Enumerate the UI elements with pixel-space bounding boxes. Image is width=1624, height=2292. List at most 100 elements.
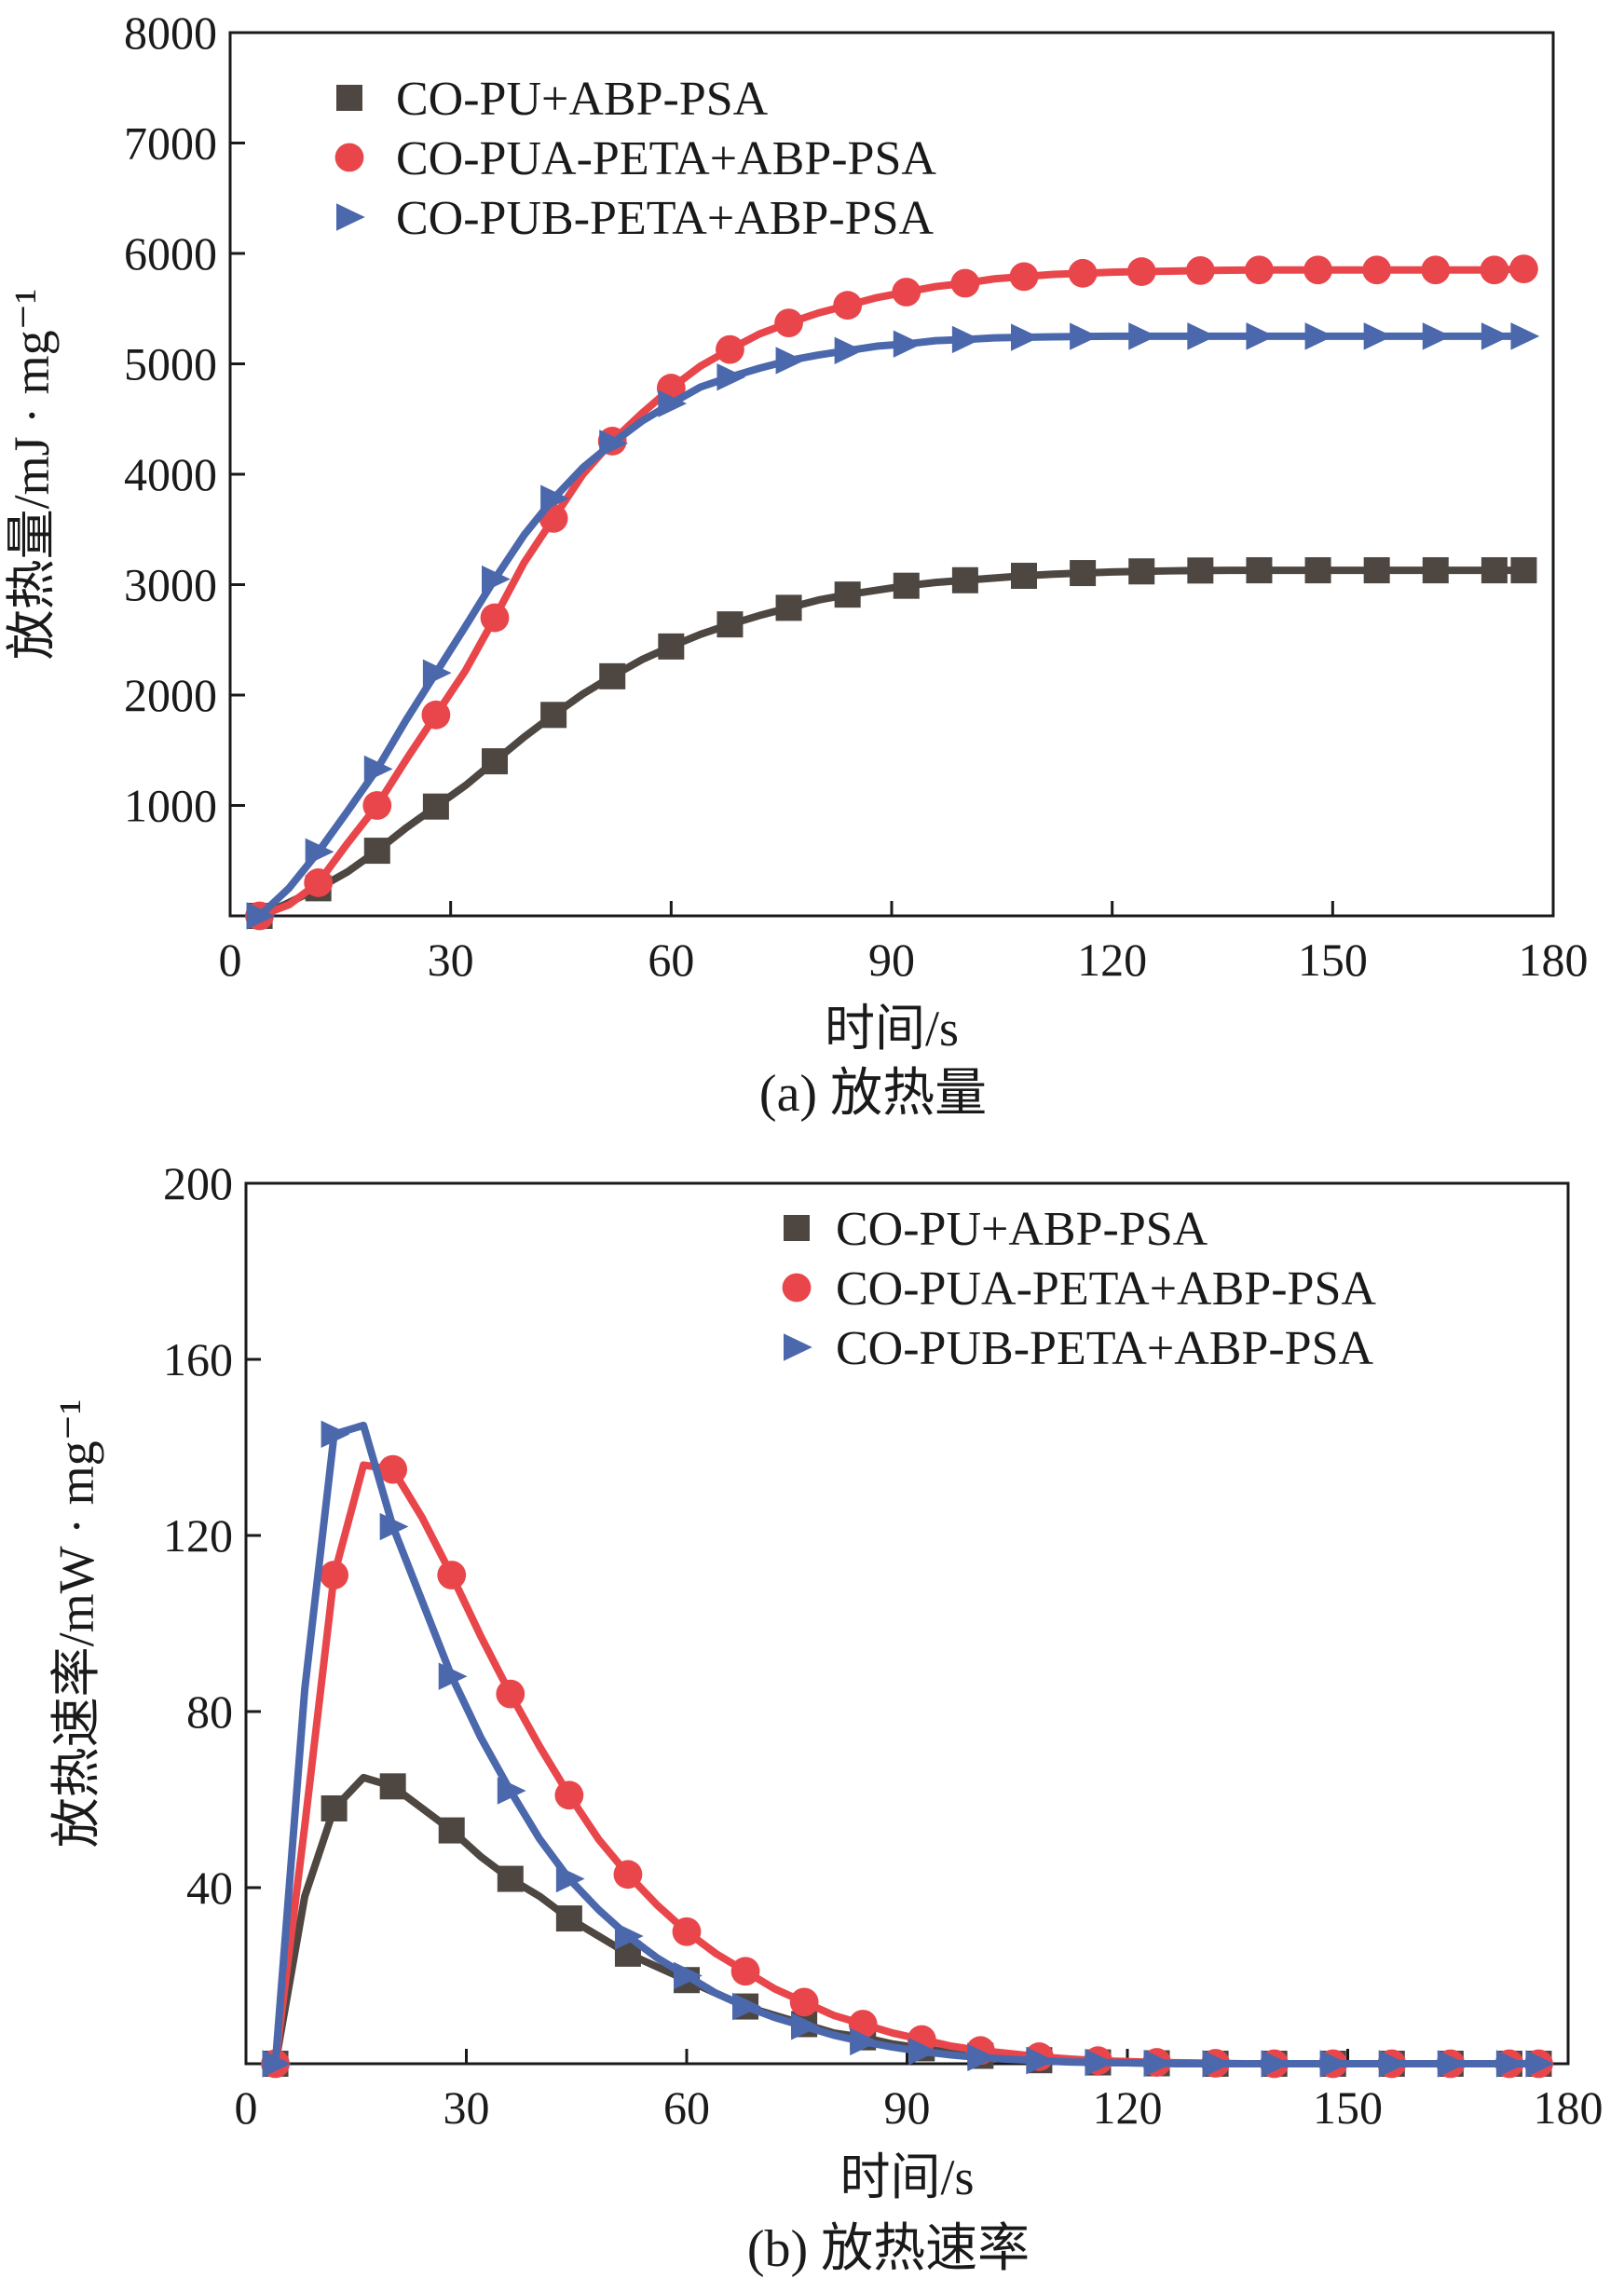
data-point [908,2038,938,2066]
legend-label: CO-PUB-PETA+ABP-PSA [396,192,935,245]
data-point [379,1773,406,1800]
data-point [1070,560,1097,587]
legend-label: CO-PUA-PETA+ABP-PSA [836,1262,1376,1316]
legend-entry: CO-PUA-PETA+ABP-PSA [782,1262,1376,1316]
y-tick-label: 1000 [124,780,217,832]
data-point [496,1679,525,1709]
y-tick-label: 2000 [124,669,217,721]
data-point [850,2027,879,2056]
data-point [482,565,511,593]
data-point [1068,258,1098,288]
data-point [1009,262,1039,292]
data-point [1303,255,1332,285]
data-point [246,902,276,930]
data-point [716,611,744,638]
data-point [437,1561,467,1589]
legend-label: CO-PU+ABP-PSA [396,73,769,126]
data-point [774,308,803,338]
data-point [421,700,451,730]
y-tick-label: 4000 [124,448,217,500]
x-tick-label: 0 [219,934,242,986]
data-point [1481,322,1510,350]
series-line [258,265,1524,920]
data-point [1437,2050,1467,2078]
data-point [1202,2050,1232,2078]
legend-entry: CO-PUB-PETA+ABP-PSA [784,1322,1374,1375]
legend-entry: CO-PUB-PETA+ABP-PSA [336,192,935,245]
series-co-pu [246,557,1537,929]
series-co-pub [246,322,1540,930]
data-point [438,1662,468,1690]
x-tick-label: 60 [663,2081,710,2134]
data-point [599,430,629,457]
data-point [482,748,508,775]
data-point [834,336,864,364]
x-tick-label: 120 [1077,934,1147,986]
data-point [438,1817,465,1844]
data-point [321,1794,348,1821]
data-point [893,572,920,599]
data-point [1378,2050,1408,2078]
data-point [1246,557,1273,584]
data-point [1187,557,1214,584]
data-point [1011,563,1037,590]
x-tick-label: 180 [1534,2081,1604,2134]
data-point [834,581,861,608]
y-tick-label: 7000 [124,117,217,170]
data-point [540,484,569,512]
x-tick-label: 90 [868,934,915,986]
data-point [422,793,449,820]
legend-entry: CO-PUA-PETA+ABP-PSA [334,132,936,185]
series-co-pu [262,1773,1552,2077]
data-point [951,325,981,354]
data-point [1304,557,1331,584]
data-point [1026,2046,1056,2075]
data-point [1011,323,1040,351]
series-line [257,566,1524,920]
legend-entry: CO-PU+ABP-PSA [336,73,769,126]
legend-marker [784,1333,812,1361]
data-point [775,594,802,621]
data-point [967,2043,997,2072]
data-point [304,868,334,897]
data-point [305,838,334,866]
legend-marker [782,1273,812,1303]
data-point [1070,322,1099,350]
y-tick-label: 3000 [124,559,217,611]
x-tick-label: 90 [884,2081,931,2134]
data-point [1185,255,1215,285]
data-point [1126,257,1156,286]
data-point [1261,2050,1290,2078]
legend-label: CO-PUA-PETA+ABP-PSA [396,132,936,185]
legend-marker [334,143,364,172]
legend-marker [336,203,365,231]
y-tick-label: 8000 [124,7,217,59]
data-point [320,1561,348,1589]
data-point [614,1922,644,1950]
data-point [555,1905,582,1932]
data-point [540,702,567,729]
data-point [363,838,390,865]
data-point [1363,557,1390,584]
y-tick-label: 120 [163,1509,233,1562]
data-point [1245,255,1274,285]
data-point [321,1420,350,1449]
legend-marker [336,85,362,111]
x-tick-label: 30 [428,934,474,986]
data-point [716,363,746,391]
data-point [1421,255,1451,285]
series-line [271,1461,1539,2067]
data-point [658,389,688,417]
data-point [1143,2049,1173,2078]
data-point [1510,557,1537,584]
data-point [1495,2050,1525,2078]
legend-label: CO-PU+ABP-PSA [836,1203,1208,1256]
chart-caption: (a) 放热量 [759,1065,987,1123]
data-point [716,334,744,364]
data-point [658,633,685,660]
data-point [363,755,393,784]
series-line [271,1773,1539,2067]
x-tick-label: 0 [235,2081,258,2134]
data-point [1480,255,1509,285]
